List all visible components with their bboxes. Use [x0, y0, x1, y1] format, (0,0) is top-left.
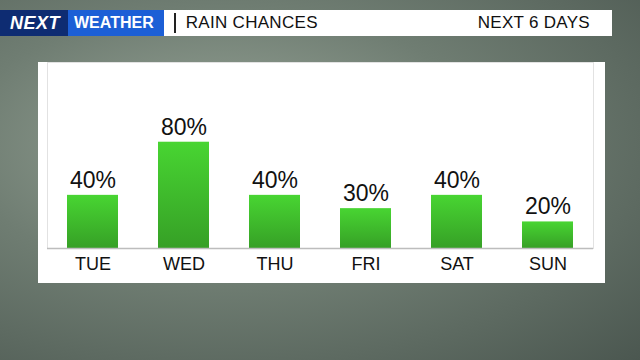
- svg-text:20%: 20%: [525, 193, 571, 219]
- svg-text:SUN: SUN: [529, 254, 567, 274]
- svg-text:80%: 80%: [161, 114, 207, 140]
- html-text:RAIN CHANCES: RAIN CHANCES: [185, 13, 318, 32]
- svg-text:40%: 40%: [434, 167, 480, 193]
- svg-text:WED: WED: [163, 254, 205, 274]
- svg-text:FRI: FRI: [352, 254, 381, 274]
- html-text:NEXT: NEXT: [10, 13, 60, 33]
- html-text:NEXT 6 DAYS: NEXT 6 DAYS: [477, 13, 590, 32]
- svg-text:TUE: TUE: [75, 254, 111, 274]
- svg-text:40%: 40%: [70, 167, 116, 193]
- html-text:WEATHER: WEATHER: [74, 14, 154, 31]
- svg-text:THU: THU: [257, 254, 294, 274]
- svg-text:40%: 40%: [252, 167, 298, 193]
- svg-text:SAT: SAT: [440, 254, 474, 274]
- svg-text:30%: 30%: [343, 180, 389, 206]
